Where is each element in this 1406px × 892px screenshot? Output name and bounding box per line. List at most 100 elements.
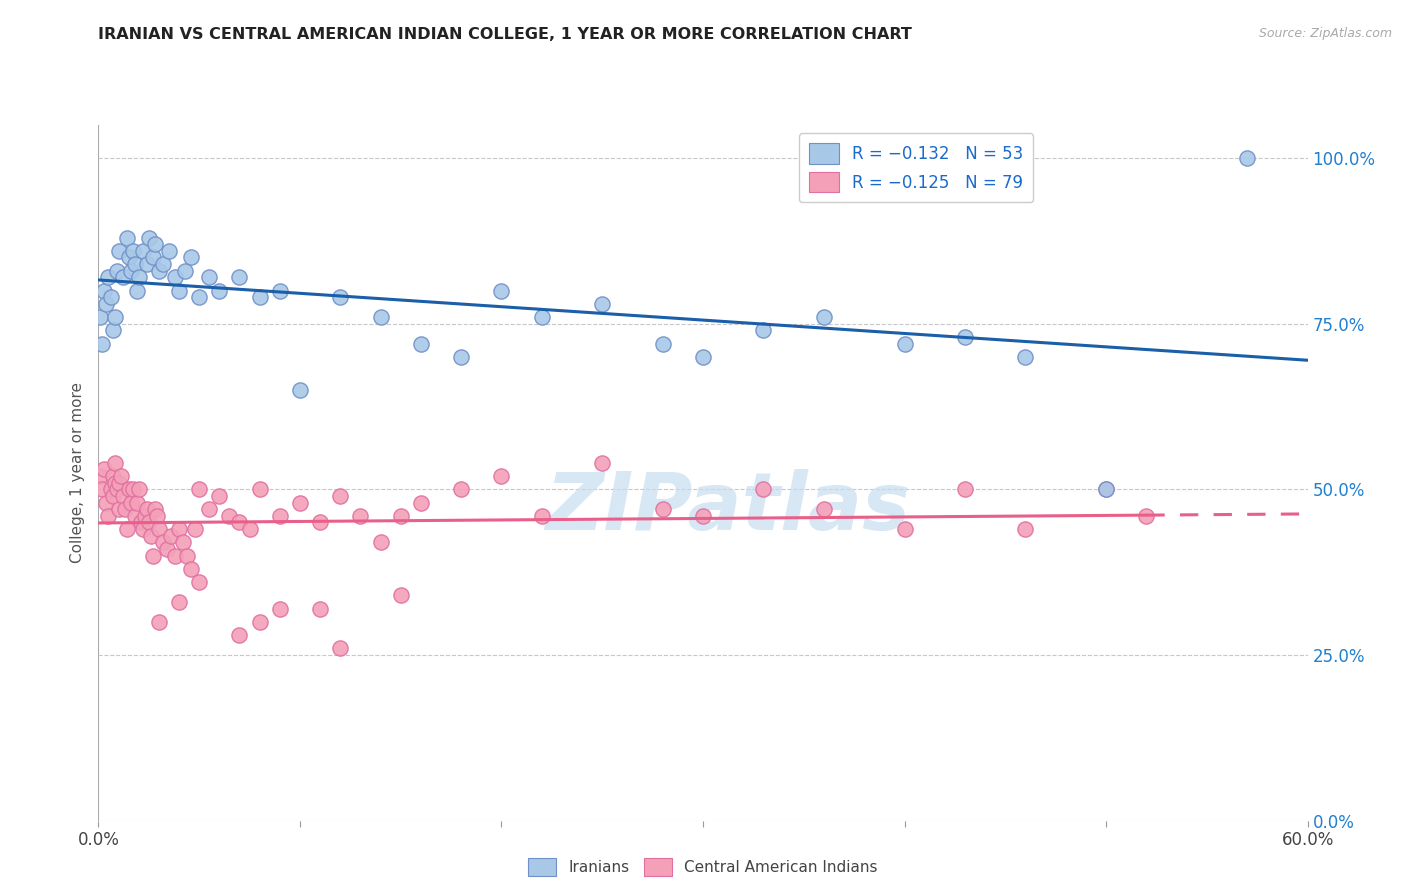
- Point: [269, 601, 291, 615]
- Point: [138, 516, 160, 530]
- Point: [1014, 522, 1036, 536]
- Point: [129, 516, 152, 530]
- Point: [128, 270, 150, 285]
- Point: [953, 330, 976, 344]
- Point: [97, 508, 120, 523]
- Point: [309, 601, 332, 615]
- Point: [389, 508, 412, 523]
- Point: [329, 641, 352, 656]
- Point: [96, 495, 118, 509]
- Point: [172, 535, 194, 549]
- Point: [208, 284, 231, 298]
- Point: [143, 502, 166, 516]
- Point: [160, 529, 183, 543]
- Point: [450, 483, 472, 497]
- Point: [110, 469, 132, 483]
- Point: [96, 297, 118, 311]
- Point: [752, 323, 775, 337]
- Point: [349, 508, 371, 523]
- Point: [163, 270, 186, 285]
- Point: [152, 535, 174, 549]
- Point: [138, 230, 160, 244]
- Point: [143, 237, 166, 252]
- Point: [107, 475, 129, 490]
- Point: [142, 549, 165, 563]
- Point: [188, 290, 211, 304]
- Point: [89, 310, 111, 324]
- Point: [111, 270, 134, 285]
- Point: [124, 257, 146, 271]
- Point: [208, 489, 231, 503]
- Point: [107, 244, 129, 258]
- Point: [114, 502, 136, 516]
- Point: [752, 483, 775, 497]
- Point: [167, 595, 190, 609]
- Point: [132, 244, 155, 258]
- Point: [91, 336, 114, 351]
- Legend: Iranians, Central American Indians: Iranians, Central American Indians: [522, 852, 884, 882]
- Point: [101, 323, 124, 337]
- Point: [329, 290, 352, 304]
- Point: [105, 483, 128, 497]
- Point: [121, 483, 143, 497]
- Point: [135, 502, 157, 516]
- Point: [692, 508, 714, 523]
- Point: [228, 628, 250, 642]
- Point: [269, 508, 291, 523]
- Point: [180, 251, 202, 265]
- Point: [329, 489, 352, 503]
- Point: [1135, 508, 1157, 523]
- Point: [309, 516, 332, 530]
- Point: [97, 270, 120, 285]
- Text: Source: ZipAtlas.com: Source: ZipAtlas.com: [1258, 27, 1392, 40]
- Point: [409, 336, 432, 351]
- Point: [135, 257, 157, 271]
- Point: [269, 284, 291, 298]
- Point: [93, 462, 115, 476]
- Point: [100, 290, 122, 304]
- Point: [120, 263, 142, 277]
- Point: [176, 549, 198, 563]
- Point: [249, 615, 271, 629]
- Point: [530, 310, 553, 324]
- Point: [174, 263, 197, 277]
- Point: [167, 284, 190, 298]
- Point: [893, 522, 915, 536]
- Point: [389, 588, 412, 602]
- Point: [157, 244, 180, 258]
- Point: [1095, 483, 1118, 497]
- Point: [139, 529, 162, 543]
- Point: [125, 284, 148, 298]
- Point: [409, 495, 432, 509]
- Text: IRANIAN VS CENTRAL AMERICAN INDIAN COLLEGE, 1 YEAR OR MORE CORRELATION CHART: IRANIAN VS CENTRAL AMERICAN INDIAN COLLE…: [98, 27, 912, 42]
- Point: [118, 251, 141, 265]
- Point: [148, 615, 170, 629]
- Point: [124, 508, 146, 523]
- Point: [288, 495, 311, 509]
- Point: [115, 230, 138, 244]
- Point: [134, 508, 156, 523]
- Point: [148, 522, 170, 536]
- Point: [893, 336, 915, 351]
- Point: [491, 469, 513, 483]
- Point: [125, 495, 148, 509]
- Point: [370, 310, 392, 324]
- Point: [152, 257, 174, 271]
- Point: [115, 522, 138, 536]
- Point: [450, 350, 472, 364]
- Point: [1014, 350, 1036, 364]
- Point: [103, 310, 125, 324]
- Text: ZIPatlas: ZIPatlas: [544, 468, 910, 547]
- Point: [530, 508, 553, 523]
- Point: [89, 469, 111, 483]
- Point: [100, 483, 122, 497]
- Point: [218, 508, 240, 523]
- Point: [651, 336, 673, 351]
- Point: [107, 502, 129, 516]
- Point: [591, 297, 613, 311]
- Point: [128, 483, 150, 497]
- Point: [91, 483, 114, 497]
- Point: [146, 508, 169, 523]
- Point: [180, 562, 202, 576]
- Y-axis label: College, 1 year or more: College, 1 year or more: [70, 383, 86, 563]
